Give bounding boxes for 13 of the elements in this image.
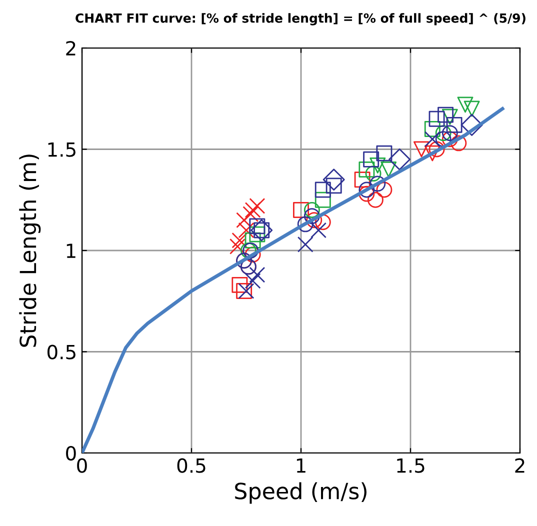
y-tick-label: 1.5 <box>48 142 76 157</box>
x-tick-label: 2 <box>515 458 524 473</box>
x-axis-title: Speed (m/s) <box>235 482 366 504</box>
y-axis-title: Stride Length (m) <box>19 154 41 347</box>
x-tick-label: 1.5 <box>397 458 424 473</box>
x-tick-label: 1 <box>296 458 306 473</box>
y-tick-label: 0 <box>66 446 76 461</box>
y-tick-label: 2 <box>66 40 76 56</box>
x-tick-label: 0.5 <box>177 458 206 473</box>
y-tick-label: 0.5 <box>48 344 76 360</box>
y-tick-label: 1 <box>66 244 76 258</box>
x-tick-label: 0 <box>77 458 87 473</box>
chart-title: CHART FIT curve: [% of stride length] = [% of full speed] ^ (5/9) <box>76 13 526 26</box>
